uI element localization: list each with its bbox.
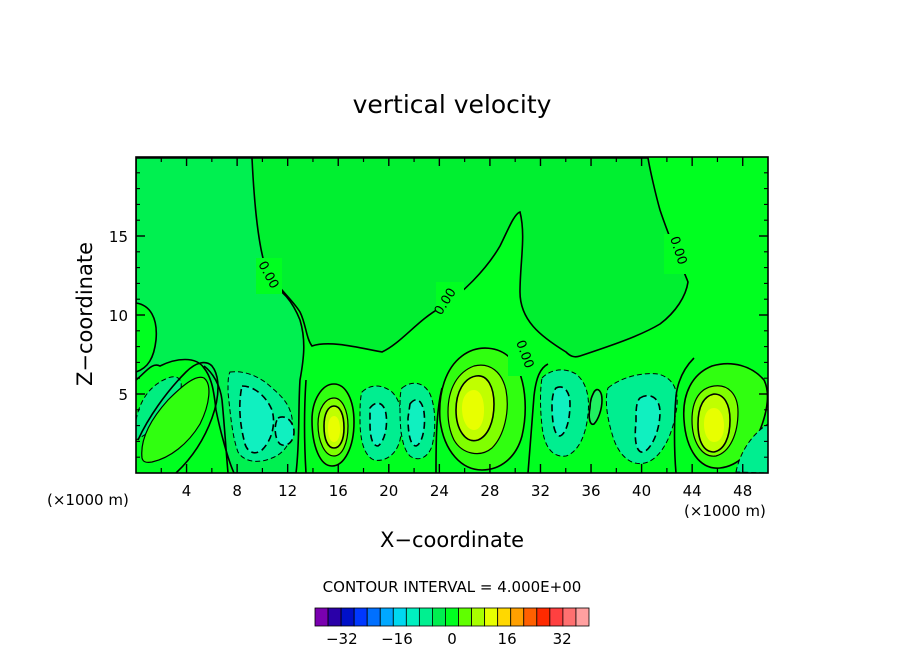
colorbar-swatch	[445, 607, 459, 627]
colorbar-swatch	[575, 607, 590, 627]
x-tick-label: 4	[182, 482, 192, 500]
y-axis-label: Z−coordinate	[73, 242, 97, 386]
colorbar-swatch	[562, 607, 577, 627]
x-tick-label: 40	[632, 482, 651, 500]
colorbar-swatch	[379, 607, 394, 627]
x-axis-label: X−coordinate	[380, 528, 524, 552]
negative-cell-inner	[369, 402, 388, 447]
x-tick-label: 8	[232, 482, 242, 500]
colorbar-swatch	[405, 607, 420, 627]
colorbar-swatch	[536, 607, 551, 627]
small-contour	[588, 388, 603, 426]
positive-cell-core	[704, 408, 724, 442]
colorbar-tick-label: 32	[553, 630, 572, 648]
colorbar-swatch	[353, 607, 368, 627]
colorbar-ticks: −32 −16 0 16 32	[326, 630, 572, 648]
colorbar-tick-label: 16	[498, 630, 517, 648]
chart-title: vertical velocity	[353, 90, 552, 119]
colorbar-swatch	[432, 607, 446, 627]
x-tick-label: 28	[480, 482, 499, 500]
x-tick-label: 44	[683, 482, 702, 500]
zero-contour	[435, 387, 443, 473]
x-tick-label: 32	[531, 482, 550, 500]
negative-cell-inner	[551, 386, 571, 437]
x-unit-label-left: (×1000 m)	[47, 491, 129, 509]
x-unit-label-right: (×1000 m)	[684, 502, 766, 520]
colorbar-swatch	[327, 607, 342, 627]
contour-interval-text: CONTOUR INTERVAL = 4.000E+00	[323, 578, 582, 596]
colorbar-swatch	[392, 607, 407, 627]
negative-cell-inner	[239, 385, 275, 454]
x-tick-label: 20	[379, 482, 398, 500]
positive-cell-outer	[137, 361, 219, 473]
colorbar	[314, 607, 590, 627]
zero-contour	[203, 365, 229, 473]
contour-labels: 0.00 0.00 0.00 0.00	[254, 234, 689, 376]
x-axis: 4 8 12 16 20 24 28 32 36 40 44 48	[160, 157, 752, 500]
negative-cell-inner	[634, 394, 661, 453]
colorbar-swatch	[314, 607, 329, 627]
plot-field	[136, 157, 768, 473]
colorbar-swatch	[549, 607, 564, 627]
positive-cell-core	[462, 390, 484, 430]
zero-contour	[673, 357, 695, 473]
zero-contour	[527, 363, 549, 473]
zero-contour	[303, 379, 307, 473]
positive-cell	[141, 376, 210, 463]
colorbar-swatch	[510, 607, 525, 627]
colorbar-swatch	[471, 607, 486, 627]
colorbar-swatch	[497, 607, 512, 627]
colorbar-swatch	[523, 607, 538, 627]
x-tick-label: 24	[430, 482, 449, 500]
negative-cell-inner	[407, 399, 426, 447]
x-tick-label: 48	[733, 482, 752, 500]
positive-cell-core	[328, 416, 340, 442]
y-axis: 5 10 15	[109, 172, 768, 458]
zero-contour-upper	[251, 157, 689, 358]
negative-cell	[735, 423, 768, 473]
colorbar-tick-label: −32	[326, 630, 358, 648]
y-tick-label: 15	[109, 228, 128, 246]
x-tick-label: 16	[329, 482, 348, 500]
colorbar-tick-label: 0	[447, 630, 457, 648]
negative-cell-inner	[274, 416, 295, 447]
y-tick-label: 10	[109, 307, 128, 325]
x-tick-label: 36	[581, 482, 600, 500]
x-tick-label: 12	[278, 482, 297, 500]
colorbar-swatch	[484, 607, 499, 627]
colorbar-swatch	[458, 607, 472, 627]
colorbar-swatch	[340, 607, 355, 627]
colorbar-tick-label: −16	[381, 630, 413, 648]
colorbar-swatch	[366, 607, 381, 627]
colorbar-swatch	[418, 607, 433, 627]
y-tick-label: 5	[118, 386, 128, 404]
